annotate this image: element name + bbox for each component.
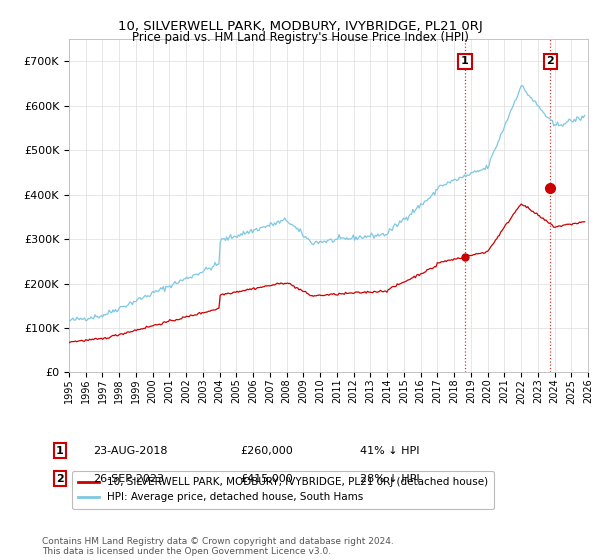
Text: 2: 2 bbox=[547, 57, 554, 67]
Text: Price paid vs. HM Land Registry's House Price Index (HPI): Price paid vs. HM Land Registry's House … bbox=[131, 31, 469, 44]
Text: £415,000: £415,000 bbox=[240, 474, 293, 484]
Text: 23-AUG-2018: 23-AUG-2018 bbox=[93, 446, 167, 456]
Text: 28% ↓ HPI: 28% ↓ HPI bbox=[360, 474, 419, 484]
Text: 2: 2 bbox=[56, 474, 64, 484]
Text: 41% ↓ HPI: 41% ↓ HPI bbox=[360, 446, 419, 456]
Text: 1: 1 bbox=[56, 446, 64, 456]
Legend: 10, SILVERWELL PARK, MODBURY, IVYBRIDGE, PL21 0RJ (detached house), HPI: Average: 10, SILVERWELL PARK, MODBURY, IVYBRIDGE,… bbox=[71, 471, 494, 508]
Text: £260,000: £260,000 bbox=[240, 446, 293, 456]
Text: 1: 1 bbox=[461, 57, 469, 67]
Text: This data is licensed under the Open Government Licence v3.0.: This data is licensed under the Open Gov… bbox=[42, 547, 331, 556]
Text: 26-SEP-2023: 26-SEP-2023 bbox=[93, 474, 164, 484]
Text: Contains HM Land Registry data © Crown copyright and database right 2024.: Contains HM Land Registry data © Crown c… bbox=[42, 537, 394, 546]
Text: 10, SILVERWELL PARK, MODBURY, IVYBRIDGE, PL21 0RJ: 10, SILVERWELL PARK, MODBURY, IVYBRIDGE,… bbox=[118, 20, 482, 32]
